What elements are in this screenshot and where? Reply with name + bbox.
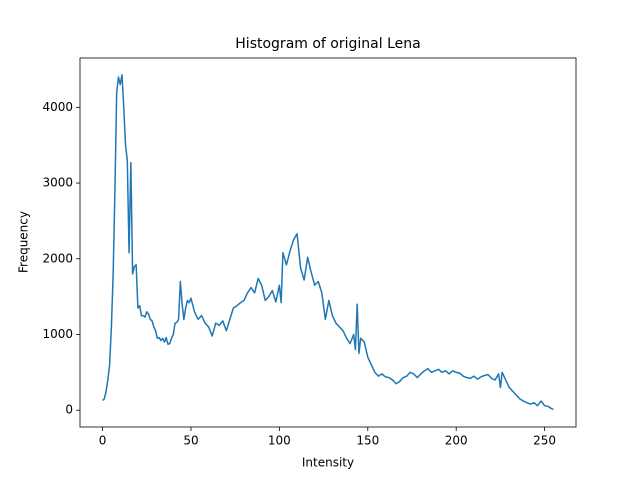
x-tick-label: 200 — [445, 434, 468, 448]
y-tick-label: 0 — [65, 403, 73, 417]
x-tick-label: 150 — [356, 434, 379, 448]
y-tick-label: 2000 — [42, 251, 73, 265]
x-tick-label: 0 — [99, 434, 107, 448]
axes-frame — [79, 57, 577, 428]
chart-title: Histogram of original Lena — [235, 36, 420, 52]
x-tick-label: 250 — [533, 434, 556, 448]
x-tick-label: 100 — [268, 434, 291, 448]
y-tick-label: 4000 — [42, 100, 73, 114]
line-series — [102, 74, 554, 411]
x-axis-label: Intensity — [302, 456, 354, 470]
y-tick-label: 3000 — [42, 176, 73, 190]
x-tick-label: 50 — [183, 434, 198, 448]
y-tick-label: 1000 — [42, 327, 73, 341]
y-axis-label: Frequency — [17, 211, 31, 273]
